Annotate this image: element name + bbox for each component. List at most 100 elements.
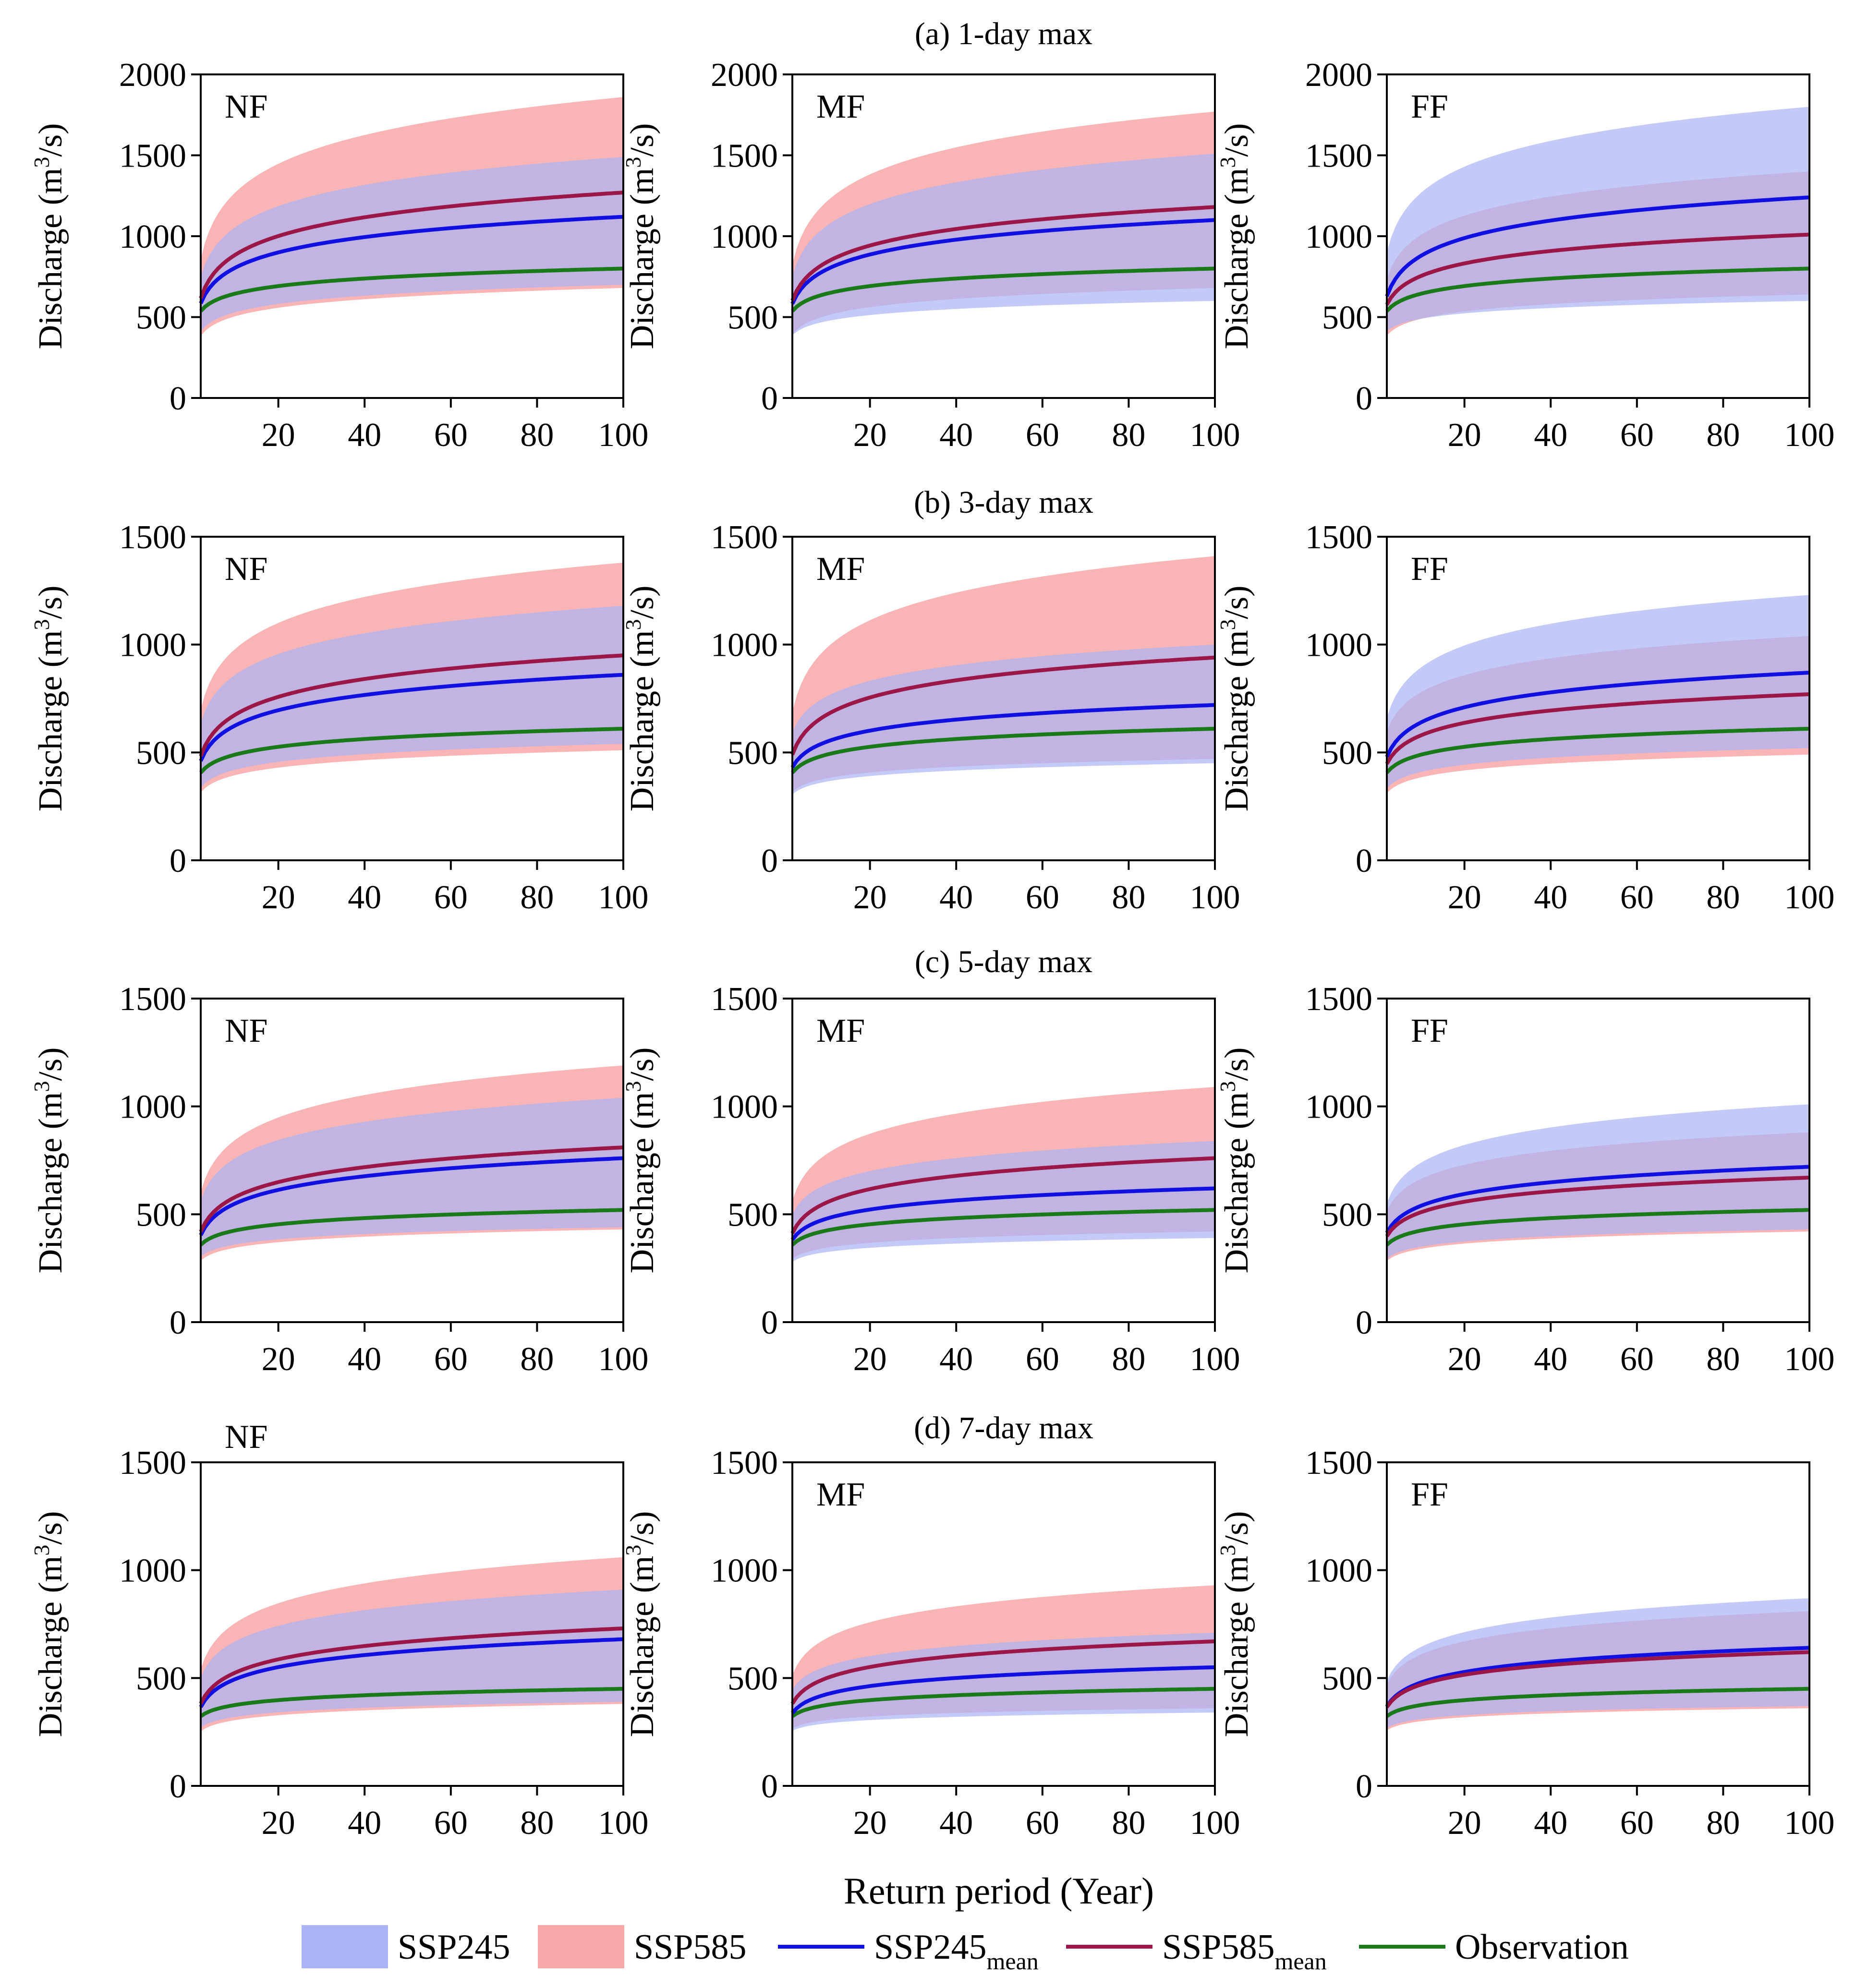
y-tick-label: 1000 [711,1089,778,1126]
y-axis-title-sup: 3 [1215,1545,1240,1556]
x-tick-label: 20 [853,1805,887,1842]
y-tick-label: 1500 [1305,138,1372,175]
y-axis-title-main: Discharge (m [1218,168,1255,349]
y-axis-title-end: /s) [32,586,69,619]
y-axis-title-main: Discharge (m [1218,1556,1255,1737]
y-axis-title-main: Discharge (m [32,630,69,812]
x-tick-label: 80 [1706,879,1740,916]
ssp245-mean-line [1385,671,1810,758]
legend-label-main: Observation [1455,1928,1629,1967]
x-tick-label: 80 [1706,417,1740,454]
y-axis-title: Discharge (m3/s) [621,586,661,812]
plot-frame [791,998,1216,1323]
x-tick-label: 40 [348,879,381,916]
plot-frame [200,1461,624,1787]
x-tick-label: 40 [939,417,973,454]
x-tick-label: 20 [1448,1805,1481,1842]
y-axis-title: Discharge (m3/s) [621,123,661,349]
x-tick-label: 40 [939,879,973,916]
y-axis-title-end: /s) [32,123,69,157]
ssp245-mean-line [199,673,624,762]
plot-frame [200,998,624,1323]
y-axis-title-main: Discharge (m [1218,630,1255,812]
ssp245-band [1387,595,1809,789]
x-tick-label: 40 [348,417,381,454]
y-tick-label: 1000 [711,1553,778,1590]
ssp245-mean-line [199,1637,624,1708]
ssp585-band-swatch [538,1925,624,1968]
ssp245-band [1387,107,1809,331]
observation-line [1385,726,1810,774]
x-tick-label: 80 [1112,879,1145,916]
ssp245-band-swatch [302,1925,388,1968]
observation-line [791,1687,1215,1718]
y-axis-title-sup: 3 [1215,157,1240,168]
ssp245-mean-line [1385,1165,1810,1234]
y-axis-title: Discharge (m3/s) [29,123,69,349]
x-tick-label: 100 [1190,879,1240,916]
legend-label-main: SSP585 [634,1928,746,1967]
y-axis-title: Discharge (m3/s) [29,1511,69,1737]
x-tick-label: 100 [598,1805,649,1842]
y-axis-title-end: /s) [624,1048,661,1081]
plot-frame [1386,1461,1810,1787]
y-axis-title-sup: 3 [29,619,54,630]
x-tick-label: 80 [1112,1805,1145,1842]
period-label: FF [1411,1476,1448,1513]
x-tick-label: 100 [598,1341,649,1378]
y-tick-label: 0 [761,380,778,417]
y-tick-label: 500 [728,735,778,771]
legend-label-main: SSP585 [1162,1928,1274,1967]
x-tick-label: 40 [348,1805,381,1842]
row-title: (c) 5-day max [915,944,1092,979]
x-tick-label: 40 [1534,1341,1567,1378]
y-axis-title-end: /s) [624,123,661,157]
x-tick-label: 20 [1448,417,1481,454]
y-axis-title-end: /s) [1218,1511,1255,1545]
x-tick-label: 20 [853,879,887,916]
y-tick-label: 1500 [119,1445,186,1482]
y-tick-label: 2000 [711,57,778,94]
legend-label-main: SSP245 [874,1928,986,1967]
legend-label-sub: mean [1274,1948,1326,1975]
y-axis-title: Discharge (m3/s) [1215,1511,1255,1737]
x-tick-label: 40 [348,1341,381,1378]
ssp245-band [201,1097,623,1257]
x-tick-label: 100 [1784,1805,1835,1842]
y-tick-label: 1500 [711,519,778,556]
x-tick-label: 80 [520,1805,554,1842]
panel-0-1: 0 500 1000 1500 2000 20 40 60 80 100 MF Discharge (… [621,57,1240,454]
y-tick-label: 1500 [711,138,778,175]
ssp585-mean-line [790,205,1215,301]
ssp245-band [792,1633,1215,1731]
legend-label-sub: mean [986,1948,1038,1975]
x-tick-label: 40 [939,1805,973,1842]
x-tick-label: 100 [1190,1805,1240,1842]
y-axis-title-main: Discharge (m [32,1556,69,1737]
plot-frame [1386,536,1810,861]
ssp245-mean-line [790,1186,1215,1241]
y-axis-title-main: Discharge (m [32,168,69,349]
ssp585-mean-line [1385,1650,1810,1709]
period-label: FF [1411,88,1448,125]
y-axis-title-sup: 3 [621,1081,645,1092]
observation-line [791,726,1215,774]
y-axis-title-main: Discharge (m [624,1092,661,1274]
ssp245-band [792,1141,1215,1262]
ssp245-band [792,154,1215,336]
ssp585-mean-line [1385,692,1810,765]
y-tick-label: 500 [136,300,186,337]
ssp585-mean-line [1385,232,1810,306]
y-axis-title-end: /s) [624,586,661,619]
y-axis-title-end: /s) [1218,123,1255,157]
x-tick-label: 40 [1534,417,1567,454]
y-tick-label: 500 [1322,1196,1372,1233]
row-title: (b) 3-day max [914,485,1093,520]
x-tick-label: 20 [853,417,887,454]
y-axis-title: Discharge (m3/s) [29,1048,69,1274]
y-tick-label: 0 [1356,1304,1372,1341]
y-tick-label: 1500 [119,138,186,175]
